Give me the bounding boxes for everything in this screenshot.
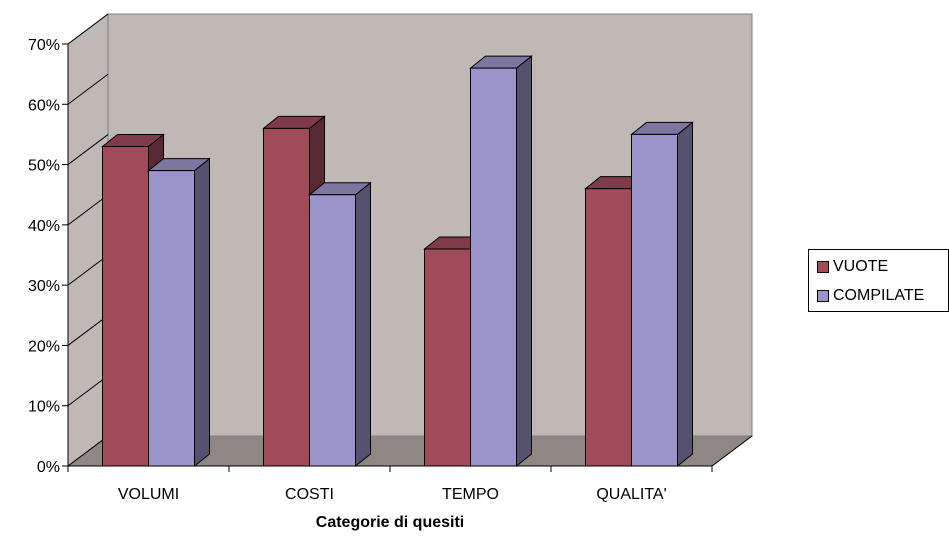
y-tick-depth	[67, 375, 109, 407]
bar-front	[470, 67, 517, 467]
legend-label-compilate: COMPILATE	[833, 287, 925, 304]
bar-front	[309, 194, 356, 467]
bar-side	[355, 181, 371, 468]
x-tick-label: QUALITA'	[596, 486, 666, 503]
chart-labels: 0% 10% 20% 30% 40% 50% 60% 70% VOLUMI COSTI TEMPO Q…	[28, 37, 667, 503]
legend: VUOTE COMPILATE	[808, 249, 949, 312]
y-tick-label: 10%	[28, 399, 60, 416]
legend-item-compilate: COMPILATE	[817, 286, 924, 306]
legend-swatch-compilate	[817, 290, 829, 302]
x-axis-title: Categorie di quesiti	[316, 514, 464, 531]
y-tick-label: 0%	[37, 459, 60, 476]
legend-swatch-vuote	[817, 261, 829, 273]
x-axis-depth-line	[711, 435, 753, 467]
chart-bars	[101, 55, 694, 468]
x-tick-label: COSTI	[285, 486, 334, 503]
y-tick-depth	[67, 194, 109, 226]
y-tick-label: 30%	[28, 278, 60, 295]
bar-front	[148, 170, 195, 467]
legend-label-vuote: VUOTE	[833, 258, 889, 275]
y-tick-depth	[67, 435, 109, 467]
bar-front	[424, 248, 471, 467]
bar-compilate-tempo	[469, 55, 533, 468]
y-tick-depth	[67, 73, 109, 105]
y-tick-label: 50%	[28, 158, 60, 175]
bar-front	[263, 127, 310, 467]
legend-item-vuote: VUOTE	[817, 257, 888, 277]
y-tick-depth	[67, 13, 109, 45]
bar-front	[585, 188, 632, 467]
bar-front	[631, 133, 678, 467]
y-tick-depth	[67, 315, 109, 346]
bar-side	[194, 157, 210, 468]
y-tick-depth	[67, 254, 109, 286]
bar-side	[516, 55, 532, 468]
y-tick-label: 70%	[28, 37, 60, 54]
bar-side	[677, 121, 693, 468]
bar-front	[102, 145, 149, 467]
y-tick-label: 60%	[28, 97, 60, 114]
y-tick-label: 20%	[28, 338, 60, 355]
bar-compilate-qualita	[630, 121, 694, 468]
bar-compilate-costi	[308, 181, 372, 468]
y-tick-label: 40%	[28, 218, 60, 235]
x-tick-label: VOLUMI	[118, 486, 179, 503]
y-tick-depth	[67, 134, 109, 165]
bar-compilate-volumi	[147, 157, 211, 468]
x-tick-label: TEMPO	[442, 486, 499, 503]
